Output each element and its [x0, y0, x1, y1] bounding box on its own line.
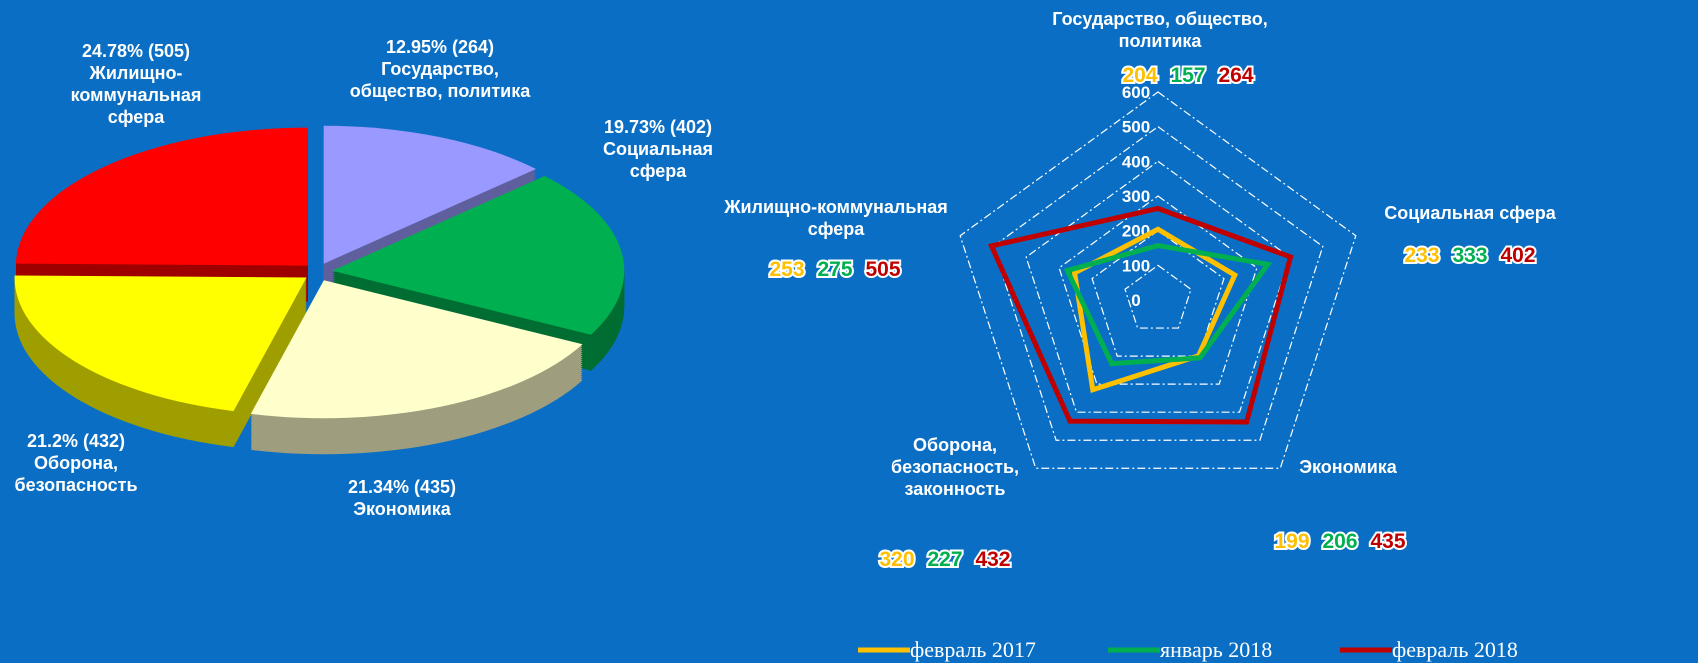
series-line	[1063, 243, 1273, 367]
data-label: 505	[865, 258, 900, 281]
slice-label: 21.34% (435) Экономика	[302, 476, 502, 520]
data-label: 253	[769, 258, 804, 281]
category-label: Оборона, безопасность, законность	[875, 434, 1035, 500]
label-line: 12.95% (264)	[385, 37, 495, 57]
category-label: Экономика	[1268, 456, 1428, 478]
label-line: Социальная сфера	[1384, 203, 1556, 223]
label-line: Экономика	[1299, 457, 1397, 477]
slice	[332, 176, 625, 335]
r-tick-label: 600	[1122, 83, 1150, 102]
data-label: 333	[1452, 244, 1487, 267]
data-label: 275	[817, 258, 852, 281]
slice-label: 24.78% (505) Жилищно-коммунальная сфера	[41, 40, 231, 128]
slice	[14, 275, 307, 412]
label-line: Оборона, безопасность	[14, 453, 138, 495]
slice	[323, 125, 536, 264]
grid-line	[992, 125, 1324, 441]
label-line: 24.78% (505)	[81, 41, 191, 61]
data-label: 233	[1404, 244, 1439, 267]
slice	[15, 127, 308, 266]
r-tick-label: 0	[1131, 291, 1140, 310]
r-tick-label: 500	[1122, 118, 1150, 137]
data-label: 320	[879, 548, 914, 571]
data-label: 264	[1218, 64, 1253, 87]
category-label: Социальная сфера	[1370, 202, 1570, 224]
slice	[250, 280, 583, 419]
data-label: 402	[1500, 244, 1535, 267]
legend-label: февраль 2018	[1392, 637, 1518, 662]
grid-line	[1058, 195, 1258, 385]
slice-label: 19.73% (402) Социальная сфера	[573, 116, 743, 182]
r-tick-label: 400	[1122, 152, 1150, 171]
label-line: Государство, общество, политика	[349, 59, 531, 101]
label-line: Экономика	[353, 499, 451, 519]
label-line: Социальная сфера	[602, 139, 714, 181]
category-label: Жилищно-коммунальная сфера	[716, 196, 956, 240]
grid-line	[959, 91, 1357, 469]
label-line: 19.73% (402)	[603, 117, 713, 137]
slice-label: 12.95% (264) Государство, общество, полит…	[345, 36, 535, 102]
label-line: 21.2% (432)	[26, 431, 126, 451]
data-label: 227	[927, 548, 962, 571]
grid-line	[1124, 264, 1192, 329]
r-tick-label: 100	[1122, 256, 1150, 275]
data-label: 435	[1370, 530, 1405, 553]
r-tick-label: 300	[1122, 187, 1150, 206]
data-label: 157	[1170, 64, 1205, 87]
grid-line	[1025, 160, 1291, 413]
label-line: Оборона, безопасность, законность	[890, 435, 1020, 499]
grid-line	[1091, 229, 1225, 357]
label-line: Жилищно-коммунальная сфера	[724, 197, 948, 239]
series-line	[987, 205, 1294, 425]
legend-label: февраль 2017	[910, 637, 1036, 662]
label-line: Жилищно-коммунальная сфера	[70, 63, 202, 127]
data-label: 206	[1322, 530, 1357, 553]
slice-label: 21.2% (432) Оборона, безопасность	[0, 430, 171, 496]
label-line: Государство, общество, политика	[1052, 9, 1268, 51]
data-label: 199	[1274, 530, 1309, 553]
label-line: 21.34% (435)	[347, 477, 457, 497]
data-label: 204	[1122, 64, 1157, 87]
legend-label: январь 2018	[1160, 637, 1272, 662]
data-label: 432	[975, 548, 1010, 571]
category-label: Государство, общество, политика	[1040, 8, 1280, 52]
